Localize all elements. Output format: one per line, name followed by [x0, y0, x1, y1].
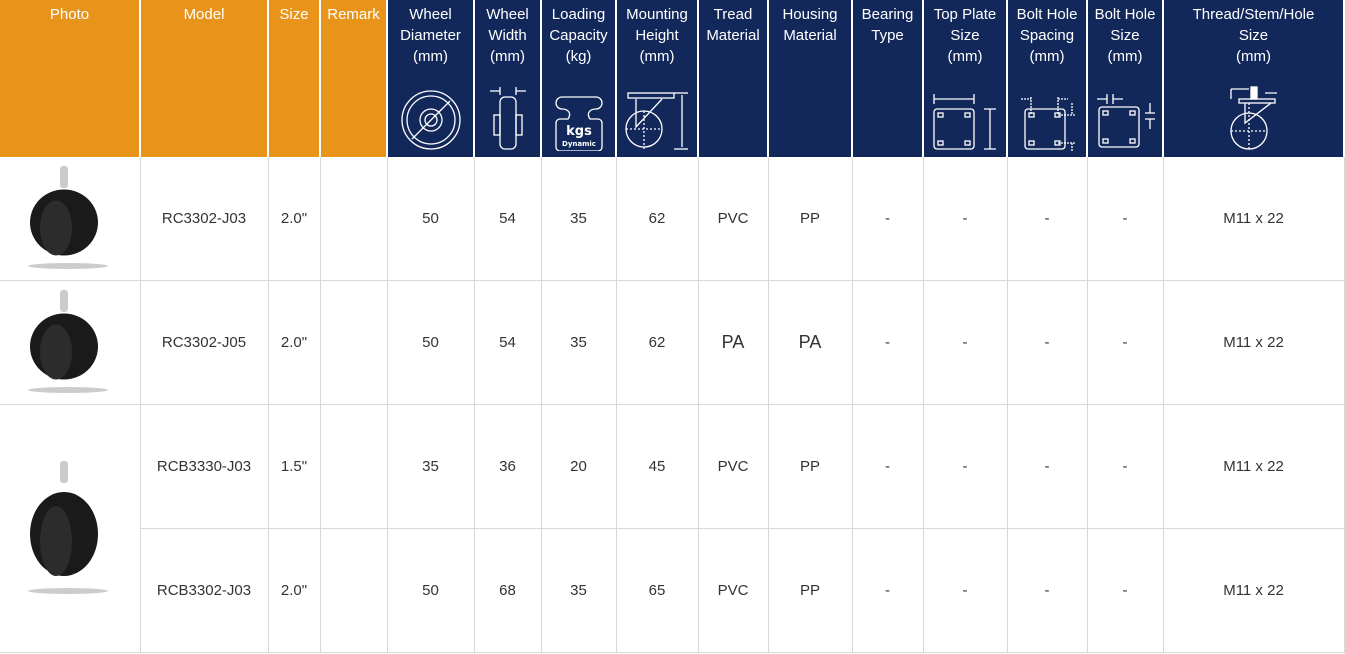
cell-spacing: -: [1007, 157, 1088, 281]
header-bolt-hole-size: Bolt Hole Size (mm): [1087, 0, 1164, 157]
caster-photo: [0, 404, 141, 653]
svg-text:Dynamic: Dynamic: [562, 140, 596, 148]
header-label: Loading Capacity (kg): [549, 6, 608, 65]
cell-load: 35: [541, 528, 617, 653]
header-row: Photo Model Size Remark Wheel Diameter (…: [0, 0, 1345, 157]
cell-remark: [320, 157, 388, 281]
cell-height: 45: [616, 404, 699, 529]
cell-housing: PP: [768, 157, 853, 281]
wheel-width-icon: [475, 85, 540, 151]
cell-bearing: -: [852, 280, 924, 405]
cell-spacing: -: [1007, 528, 1088, 653]
header-remark: Remark: [320, 0, 388, 157]
cell-plate: -: [923, 528, 1008, 653]
top-plate-size-icon: [924, 93, 1006, 151]
cell-hole: -: [1087, 280, 1164, 405]
header-wheel-width: Wheel Width (mm): [474, 0, 542, 157]
cell-bearing: -: [852, 404, 924, 529]
cell-hole: -: [1087, 404, 1164, 529]
cell-spacing: -: [1007, 280, 1088, 405]
thread-stem-icon: [1164, 85, 1343, 151]
weight-kgs-icon: kgs Dynamic: [542, 95, 615, 151]
cell-width: 54: [474, 280, 542, 405]
table-row: RC3302-J03 2.0" 50 54 35 62 PVC PP - - - - M11 x 22: [0, 157, 1345, 281]
header-wheel-diameter: Wheel Diameter (mm): [387, 0, 475, 157]
cell-thread: M11 x 22: [1163, 528, 1345, 653]
header-mounting-height: Mounting Height (mm): [616, 0, 699, 157]
cell-housing: PA: [768, 280, 853, 405]
caster-photo: [0, 280, 141, 405]
header-bolt-hole-spacing: Bolt Hole Spacing (mm): [1007, 0, 1088, 157]
cell-model: RC3302-J05: [140, 280, 269, 405]
cell-remark: [320, 280, 388, 405]
cell-width: 68: [474, 528, 542, 653]
cell-plate: -: [923, 157, 1008, 281]
cell-height: 62: [616, 157, 699, 281]
cell-load: 20: [541, 404, 617, 529]
bolt-hole-size-icon: [1088, 93, 1162, 151]
mounting-height-icon: [617, 91, 697, 151]
wheel-diameter-icon: [388, 89, 473, 151]
cell-plate: -: [923, 404, 1008, 529]
cell-bearing: -: [852, 528, 924, 653]
cell-diameter: 50: [387, 157, 475, 281]
cell-tread: PVC: [698, 157, 769, 281]
header-label: Bolt Hole Spacing (mm): [1016, 6, 1078, 65]
header-label: Mounting Height (mm): [626, 6, 688, 65]
cell-housing: PP: [768, 528, 853, 653]
cell-model: RCB3302-J03: [140, 528, 269, 653]
header-bearing-type: Bearing Type: [852, 0, 924, 157]
cell-width: 54: [474, 157, 542, 281]
cell-diameter: 50: [387, 280, 475, 405]
cell-size: 2.0": [268, 528, 321, 653]
table-row: RCB3330-J03 1.5" 35 36 20 45 PVC PP - - - - M11 x 22: [0, 404, 1345, 653]
cell-hole: -: [1087, 528, 1164, 653]
cell-thread: M11 x 22: [1163, 280, 1345, 405]
header-photo: Photo: [0, 0, 141, 157]
cell-tread: PA: [698, 280, 769, 405]
cell-bearing: -: [852, 157, 924, 281]
cell-height: 65: [616, 528, 699, 653]
cell-size: 2.0": [268, 157, 321, 281]
cell-load: 35: [541, 280, 617, 405]
cell-model: RC3302-J03: [140, 157, 269, 281]
cell-hole: -: [1087, 157, 1164, 281]
caster-photo: [0, 157, 141, 281]
header-thread-stem-hole-size: Thread/Stem/Hole Size (mm): [1163, 0, 1345, 157]
cell-plate: -: [923, 280, 1008, 405]
header-tread-material: Tread Material: [698, 0, 769, 157]
cell-spacing: -: [1007, 404, 1088, 529]
cell-size: 1.5": [268, 404, 321, 529]
cell-tread: PVC: [698, 528, 769, 653]
cell-thread: M11 x 22: [1163, 157, 1345, 281]
cell-diameter: 35: [387, 404, 475, 529]
cell-remark: [320, 528, 388, 653]
cell-width: 36: [474, 404, 542, 529]
cell-size: 2.0": [268, 280, 321, 405]
cell-model: RCB3330-J03: [140, 404, 269, 529]
bolt-hole-spacing-icon: [1008, 93, 1086, 151]
table-row: RCB3302-J03 2.0" 50 68 35 65 PVC PP - - - - M11 x 22: [0, 528, 1345, 653]
cell-tread: PVC: [698, 404, 769, 529]
svg-text:kgs: kgs: [566, 124, 592, 139]
cell-thread: M11 x 22: [1163, 404, 1345, 529]
header-housing-material: Housing Material: [768, 0, 853, 157]
header-label: Top Plate Size (mm): [933, 6, 997, 65]
header-label: Bolt Hole Size (mm): [1094, 6, 1156, 65]
cell-housing: PP: [768, 404, 853, 529]
cell-height: 62: [616, 280, 699, 405]
table-row: RC3302-J05 2.0" 50 54 35 62 PA PA - - - - M11 x 22: [0, 280, 1345, 405]
header-label: Thread/Stem/Hole Size (mm): [1192, 6, 1315, 65]
header-loading-capacity: Loading Capacity (kg) kgs Dynamic: [541, 0, 617, 157]
cell-load: 35: [541, 157, 617, 281]
header-top-plate-size: Top Plate Size (mm): [923, 0, 1008, 157]
header-label: Wheel Diameter (mm): [400, 6, 461, 65]
header-model: Model: [140, 0, 269, 157]
cell-diameter: 50: [387, 528, 475, 653]
header-size: Size: [268, 0, 321, 157]
cell-remark: [320, 404, 388, 529]
header-label: Wheel Width (mm): [486, 6, 529, 65]
